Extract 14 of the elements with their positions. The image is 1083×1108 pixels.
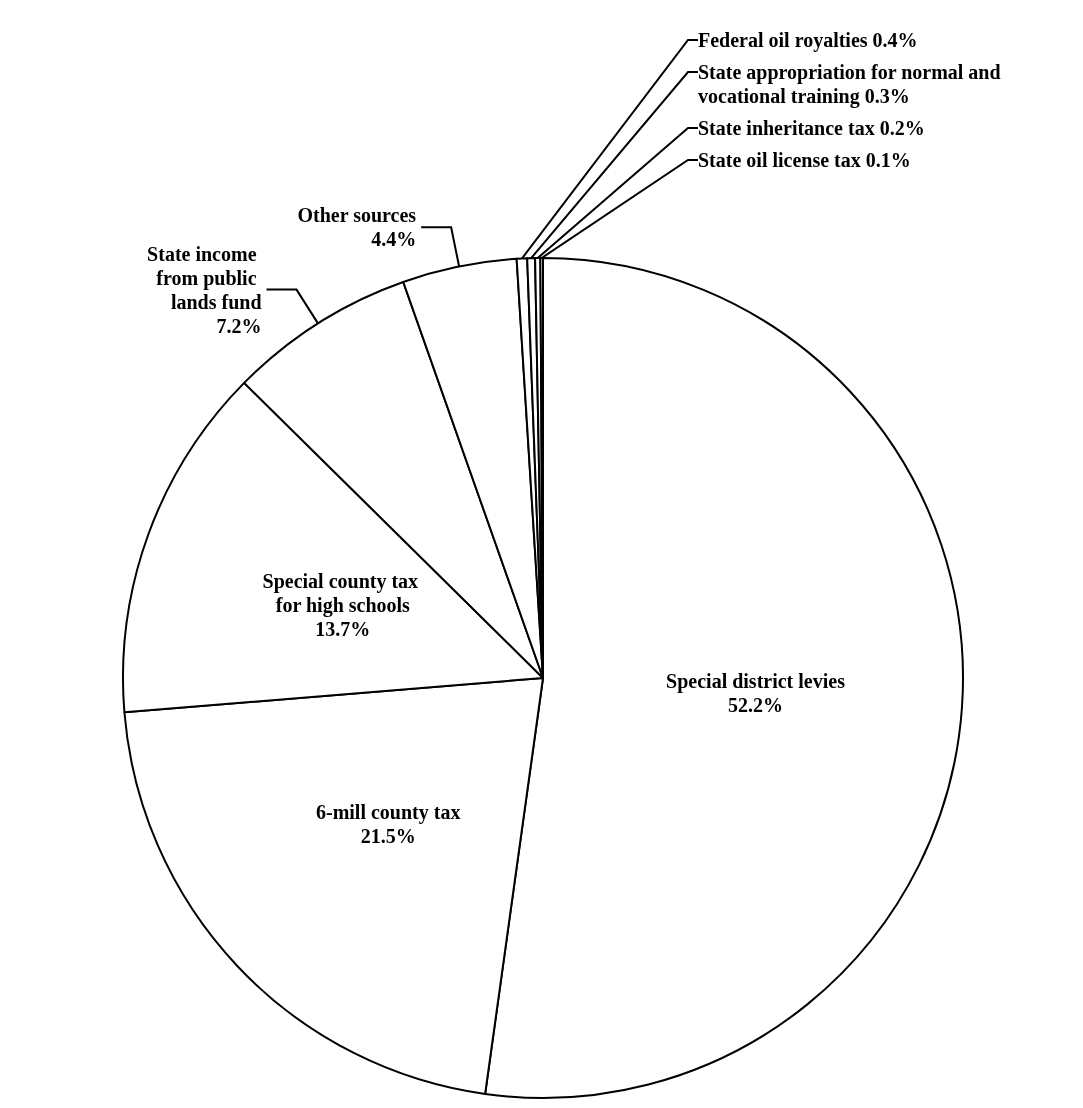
data-label: 7.2% bbox=[216, 314, 262, 337]
data-label: 52.2% bbox=[727, 693, 783, 716]
data-label: 13.7% bbox=[315, 618, 371, 641]
data-label: 4.4% bbox=[371, 228, 417, 251]
slice-label: 6-mill county tax bbox=[315, 801, 461, 825]
slice-label: Special county tax for high schools bbox=[262, 570, 424, 618]
slice-label: State oil license tax 0.1% bbox=[698, 149, 911, 171]
slice-label: Special district levies bbox=[666, 669, 846, 693]
slice-label: Other sources bbox=[297, 204, 417, 227]
slice-label: State appropriation for normal and vocational training 0.3% bbox=[698, 61, 1006, 108]
data-label: 21.5% bbox=[360, 825, 416, 848]
slice-label: Federal oil royalties 0.4% bbox=[698, 29, 918, 52]
slice-label: State inheritance tax 0.2% bbox=[698, 117, 925, 139]
slice-label: State income from public lands fund bbox=[147, 242, 262, 313]
